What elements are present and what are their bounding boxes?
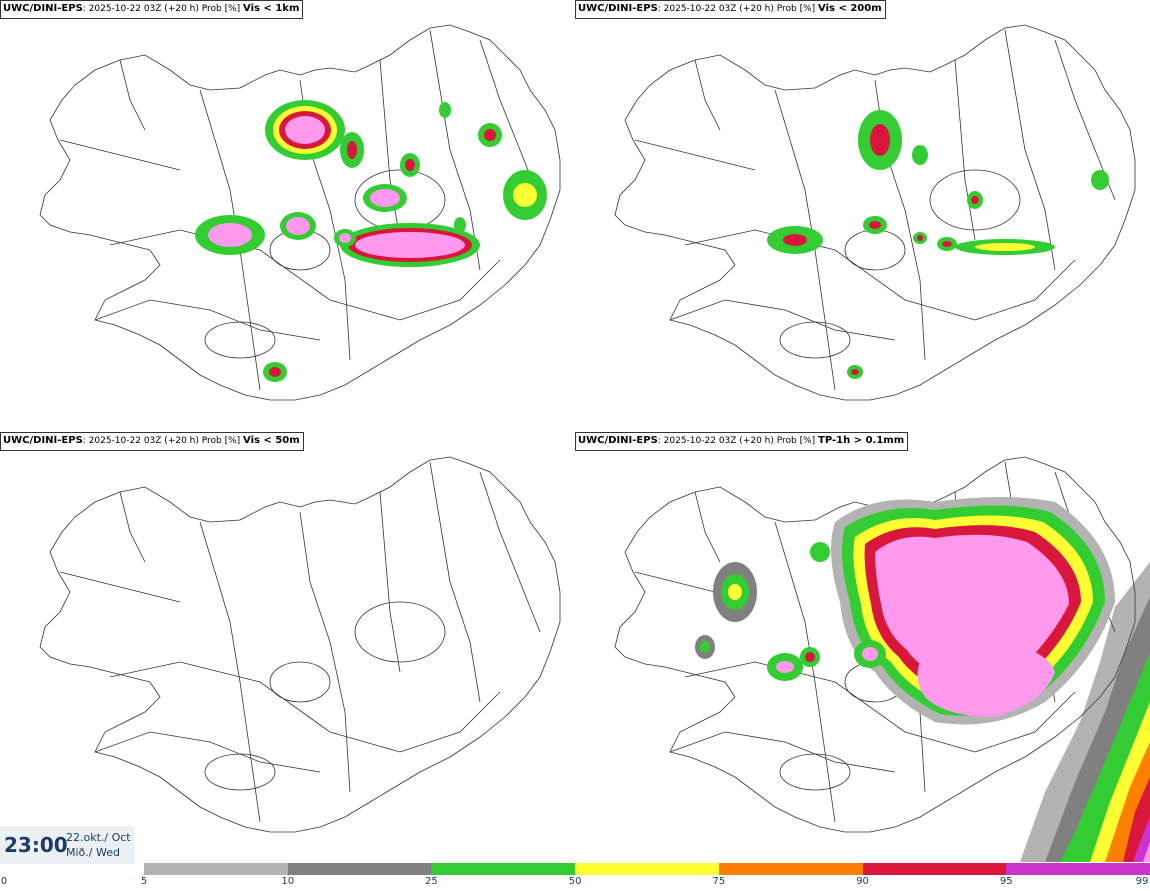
iceland-map [39,456,561,833]
colorbar-tick-label: 99 [1135,876,1149,887]
probability-colorbar [144,863,1150,875]
valid-time-box: 23:00 22.okt./ Oct Mið./ Wed [0,826,135,864]
valid-date-line-1: 22.okt./ Oct [66,831,131,844]
run-info: : 2025-10-22 03Z (+20 h) Prob [%] [657,436,816,446]
model-name: UWC/DINI-EPS [3,3,83,14]
model-name: UWC/DINI-EPS [578,3,658,14]
map-panel-vis-200m: UWC/DINI-EPS: 2025-10-22 03Z (+20 h) Pro… [575,0,1150,430]
iceland-map [39,24,561,401]
probability-field [195,100,547,382]
valid-time: 23:00 [4,833,68,857]
map-panel-vis-1km: UWC/DINI-EPS: 2025-10-22 03Z (+20 h) Pro… [0,0,575,430]
colorbar-tick-label: 75 [712,876,726,887]
colorbar-segment [144,863,289,875]
colorbar-segment [1006,863,1150,875]
run-info: : 2025-10-22 03Z (+20 h) Prob [%] [82,436,241,446]
colorbar-tick-label: 95 [999,876,1013,887]
variable-label: Vis < 200m [818,3,882,14]
colorbar-segment [718,863,864,875]
panel-title: UWC/DINI-EPS: 2025-10-22 03Z (+20 h) Pro… [575,432,909,451]
colorbar-tick-label: 90 [856,876,869,887]
panel-title: UWC/DINI-EPS: 2025-10-22 03Z (+20 h) Pro… [575,0,886,19]
colorbar-segment [575,863,720,875]
probability-field [695,497,1115,725]
iceland-map [614,24,1136,401]
variable-label: Vis < 1km [243,3,300,14]
variable-label: Vis < 50m [243,435,300,446]
valid-date: 22.okt./ Oct Mið./ Wed [66,830,131,860]
model-name: UWC/DINI-EPS [3,435,83,446]
run-info: : 2025-10-22 03Z (+20 h) Prob [%] [82,4,241,14]
panel-title: UWC/DINI-EPS: 2025-10-22 03Z (+20 h) Pro… [0,432,304,451]
colorbar-segment [287,863,432,875]
colorbar-tick-label: 0 [0,876,8,887]
colorbar-segment [862,863,1007,875]
colorbar-tick-label: 10 [281,876,295,887]
map-panel-tp-1h: UWC/DINI-EPS: 2025-10-22 03Z (+20 h) Pro… [575,432,1150,862]
colorbar-tick-label: 5 [140,876,148,887]
map-panel-vis-50m: UWC/DINI-EPS: 2025-10-22 03Z (+20 h) Pro… [0,432,575,862]
colorbar-tick-label: 25 [425,876,438,887]
iceland-map [614,456,1150,862]
probability-field [767,110,1109,379]
panel-title: UWC/DINI-EPS: 2025-10-22 03Z (+20 h) Pro… [0,0,304,19]
run-info: : 2025-10-22 03Z (+20 h) Prob [%] [657,4,816,14]
colorbar-segment [431,863,576,875]
valid-date-line-2: Mið./ Wed [66,846,120,859]
variable-label: TP-1h > 0.1mm [818,435,905,446]
model-name: UWC/DINI-EPS [578,435,658,446]
colorbar-tick-label: 50 [568,876,582,887]
